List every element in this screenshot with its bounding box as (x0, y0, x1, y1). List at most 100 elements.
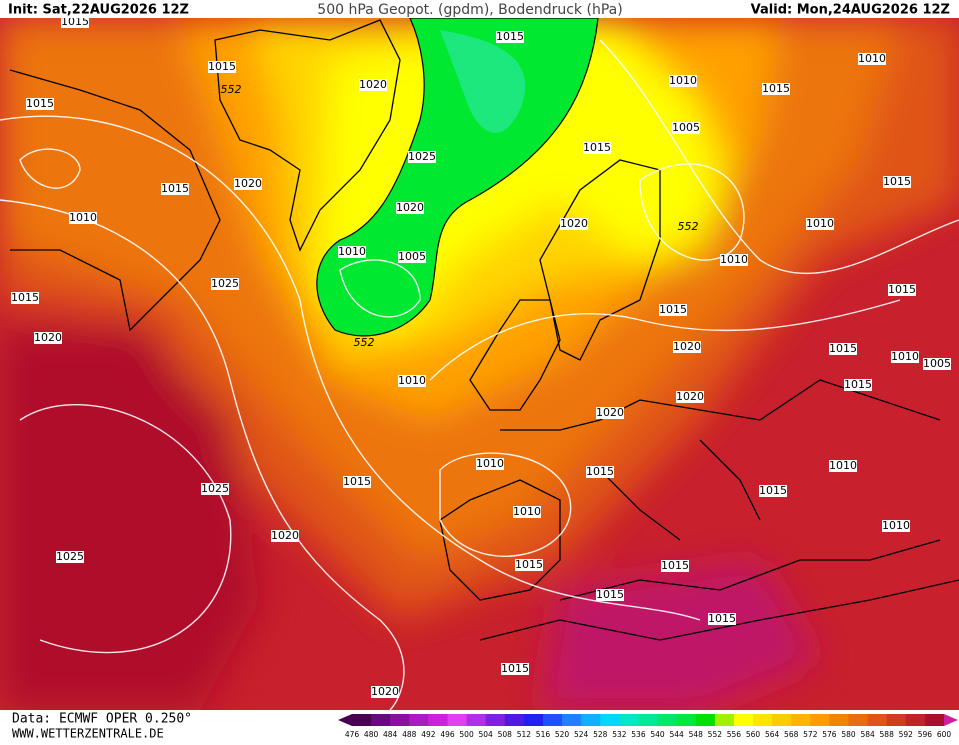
label-box (408, 151, 436, 163)
contour-label: 1010 (891, 350, 919, 363)
label-box (211, 278, 239, 290)
colorbar-label: 492 (421, 730, 436, 739)
contour-label: 1020 (34, 331, 62, 344)
label-box (208, 61, 236, 73)
colorbar-swatch (829, 714, 850, 726)
colorbar-label: 512 (517, 730, 532, 739)
colorbar-swatch (504, 714, 525, 726)
label-box (676, 391, 704, 403)
contour-label: 552 (221, 83, 242, 96)
colorbar-swatch (676, 714, 697, 726)
colorbar-label: 476 (345, 730, 360, 739)
colorbar-swatch (714, 714, 735, 726)
contour-label: 1015 (844, 378, 872, 391)
contour-label: 1020 (396, 201, 424, 214)
label-box (883, 176, 911, 188)
label-box (659, 304, 687, 316)
label-box (661, 560, 689, 572)
label-box (271, 530, 299, 542)
contour-label: 1010 (720, 253, 748, 266)
label-box (234, 178, 262, 190)
contour-label: 1020 (596, 406, 624, 419)
contour-label: 1010 (829, 459, 857, 472)
colorbar-swatch (695, 714, 716, 726)
label-box (11, 292, 39, 304)
colorbar-swatch (523, 714, 544, 726)
colorbar-label: 596 (918, 730, 933, 739)
colorbar-swatch (867, 714, 888, 726)
contour-label: 1010 (338, 245, 366, 258)
colorbar: 476 480 484 488 492 496 500 504 508 512 516 520 524 5… (338, 714, 958, 739)
colorbar-label: 556 (727, 730, 742, 739)
label-box (762, 83, 790, 95)
colorbar-swatch (485, 714, 506, 726)
contour-label: 1010 (476, 457, 504, 470)
label-box (161, 183, 189, 195)
coastlines (9, 19, 959, 641)
contour-label: 1015 (659, 303, 687, 316)
contour-label: 1020 (676, 390, 704, 403)
label-box (708, 613, 736, 625)
contour-label: 1005 (672, 121, 700, 134)
colorbar-label: 600 (937, 730, 952, 739)
label-box (343, 476, 371, 488)
colorbar-label: 496 (440, 730, 455, 739)
colorbar-label: 480 (364, 730, 379, 739)
colorbar-swatch (619, 714, 639, 726)
contour-label: 1015 (161, 182, 189, 195)
contour-label: 1020 (673, 340, 701, 353)
colorbar-swatch (924, 714, 945, 726)
contour-label: 1015 (759, 484, 787, 497)
colorbar-label: 504 (479, 730, 494, 739)
valid-time: Valid: Mon,24AUG2026 12Z (751, 3, 950, 18)
colorbar-swatch (905, 714, 926, 726)
contour-label: 1015 (501, 662, 529, 675)
contour-label: 1015 (583, 141, 611, 154)
contour-label: 1010 (669, 74, 697, 87)
contour-label: 1015 (343, 475, 371, 488)
contour-label: 1015 (708, 612, 736, 625)
colorbar-swatch (428, 714, 448, 726)
contour-label: 1010 (882, 519, 910, 532)
colorbar-label: 520 (555, 730, 570, 739)
contour-label: 1025 (408, 150, 436, 163)
colorbar-label: 516 (536, 730, 551, 739)
contour-label: 1005 (923, 357, 951, 370)
label-box (858, 53, 886, 65)
data-source: Data: ECMWF OPER 0.250° (12, 712, 192, 727)
colorbar-label: 500 (459, 730, 474, 739)
label-box (61, 18, 89, 28)
colorbar-swatch (447, 714, 468, 726)
contour-label: 1015 (208, 60, 236, 73)
label-box (513, 506, 541, 518)
colorbar-swatch (409, 714, 429, 726)
colorbar-label: 484 (383, 730, 398, 739)
contour-label: 1015 (496, 30, 524, 43)
label-box (338, 246, 366, 258)
label-box (476, 458, 504, 470)
colorbar-swatch (542, 714, 563, 726)
colorbar-label: 536 (631, 730, 646, 739)
colorbar-swatch (753, 714, 773, 726)
contour-label: 1020 (359, 78, 387, 91)
label-box (596, 407, 624, 419)
init-time: Init: Sat,22AUG2026 12Z (8, 3, 189, 18)
contour-label: 1020 (560, 217, 588, 230)
colorbar-swatch (581, 714, 601, 726)
colorbar-label: 552 (708, 730, 723, 739)
contour-label: 1010 (513, 505, 541, 518)
label-box (891, 351, 919, 363)
colorbar-label: 580 (841, 730, 856, 739)
contour-labels: 1015 1015 552 1015 1020 1015 1010 1015 1010 1005 1… (11, 18, 951, 698)
label-box (806, 218, 834, 230)
label-box (398, 375, 426, 387)
map-title: 500 hPa Geopot. (gpdm), Bodendruck (hPa) (317, 2, 622, 18)
contour-label: 1015 (883, 175, 911, 188)
map: 1015 1015 552 1015 1020 1015 1010 1015 1010 1005 1… (0, 18, 959, 710)
colorbar-label: 540 (650, 730, 665, 739)
label-box (888, 284, 916, 296)
colorbar-swatch (600, 714, 620, 726)
label-box (673, 341, 701, 353)
colorbar-swatch (733, 714, 754, 726)
